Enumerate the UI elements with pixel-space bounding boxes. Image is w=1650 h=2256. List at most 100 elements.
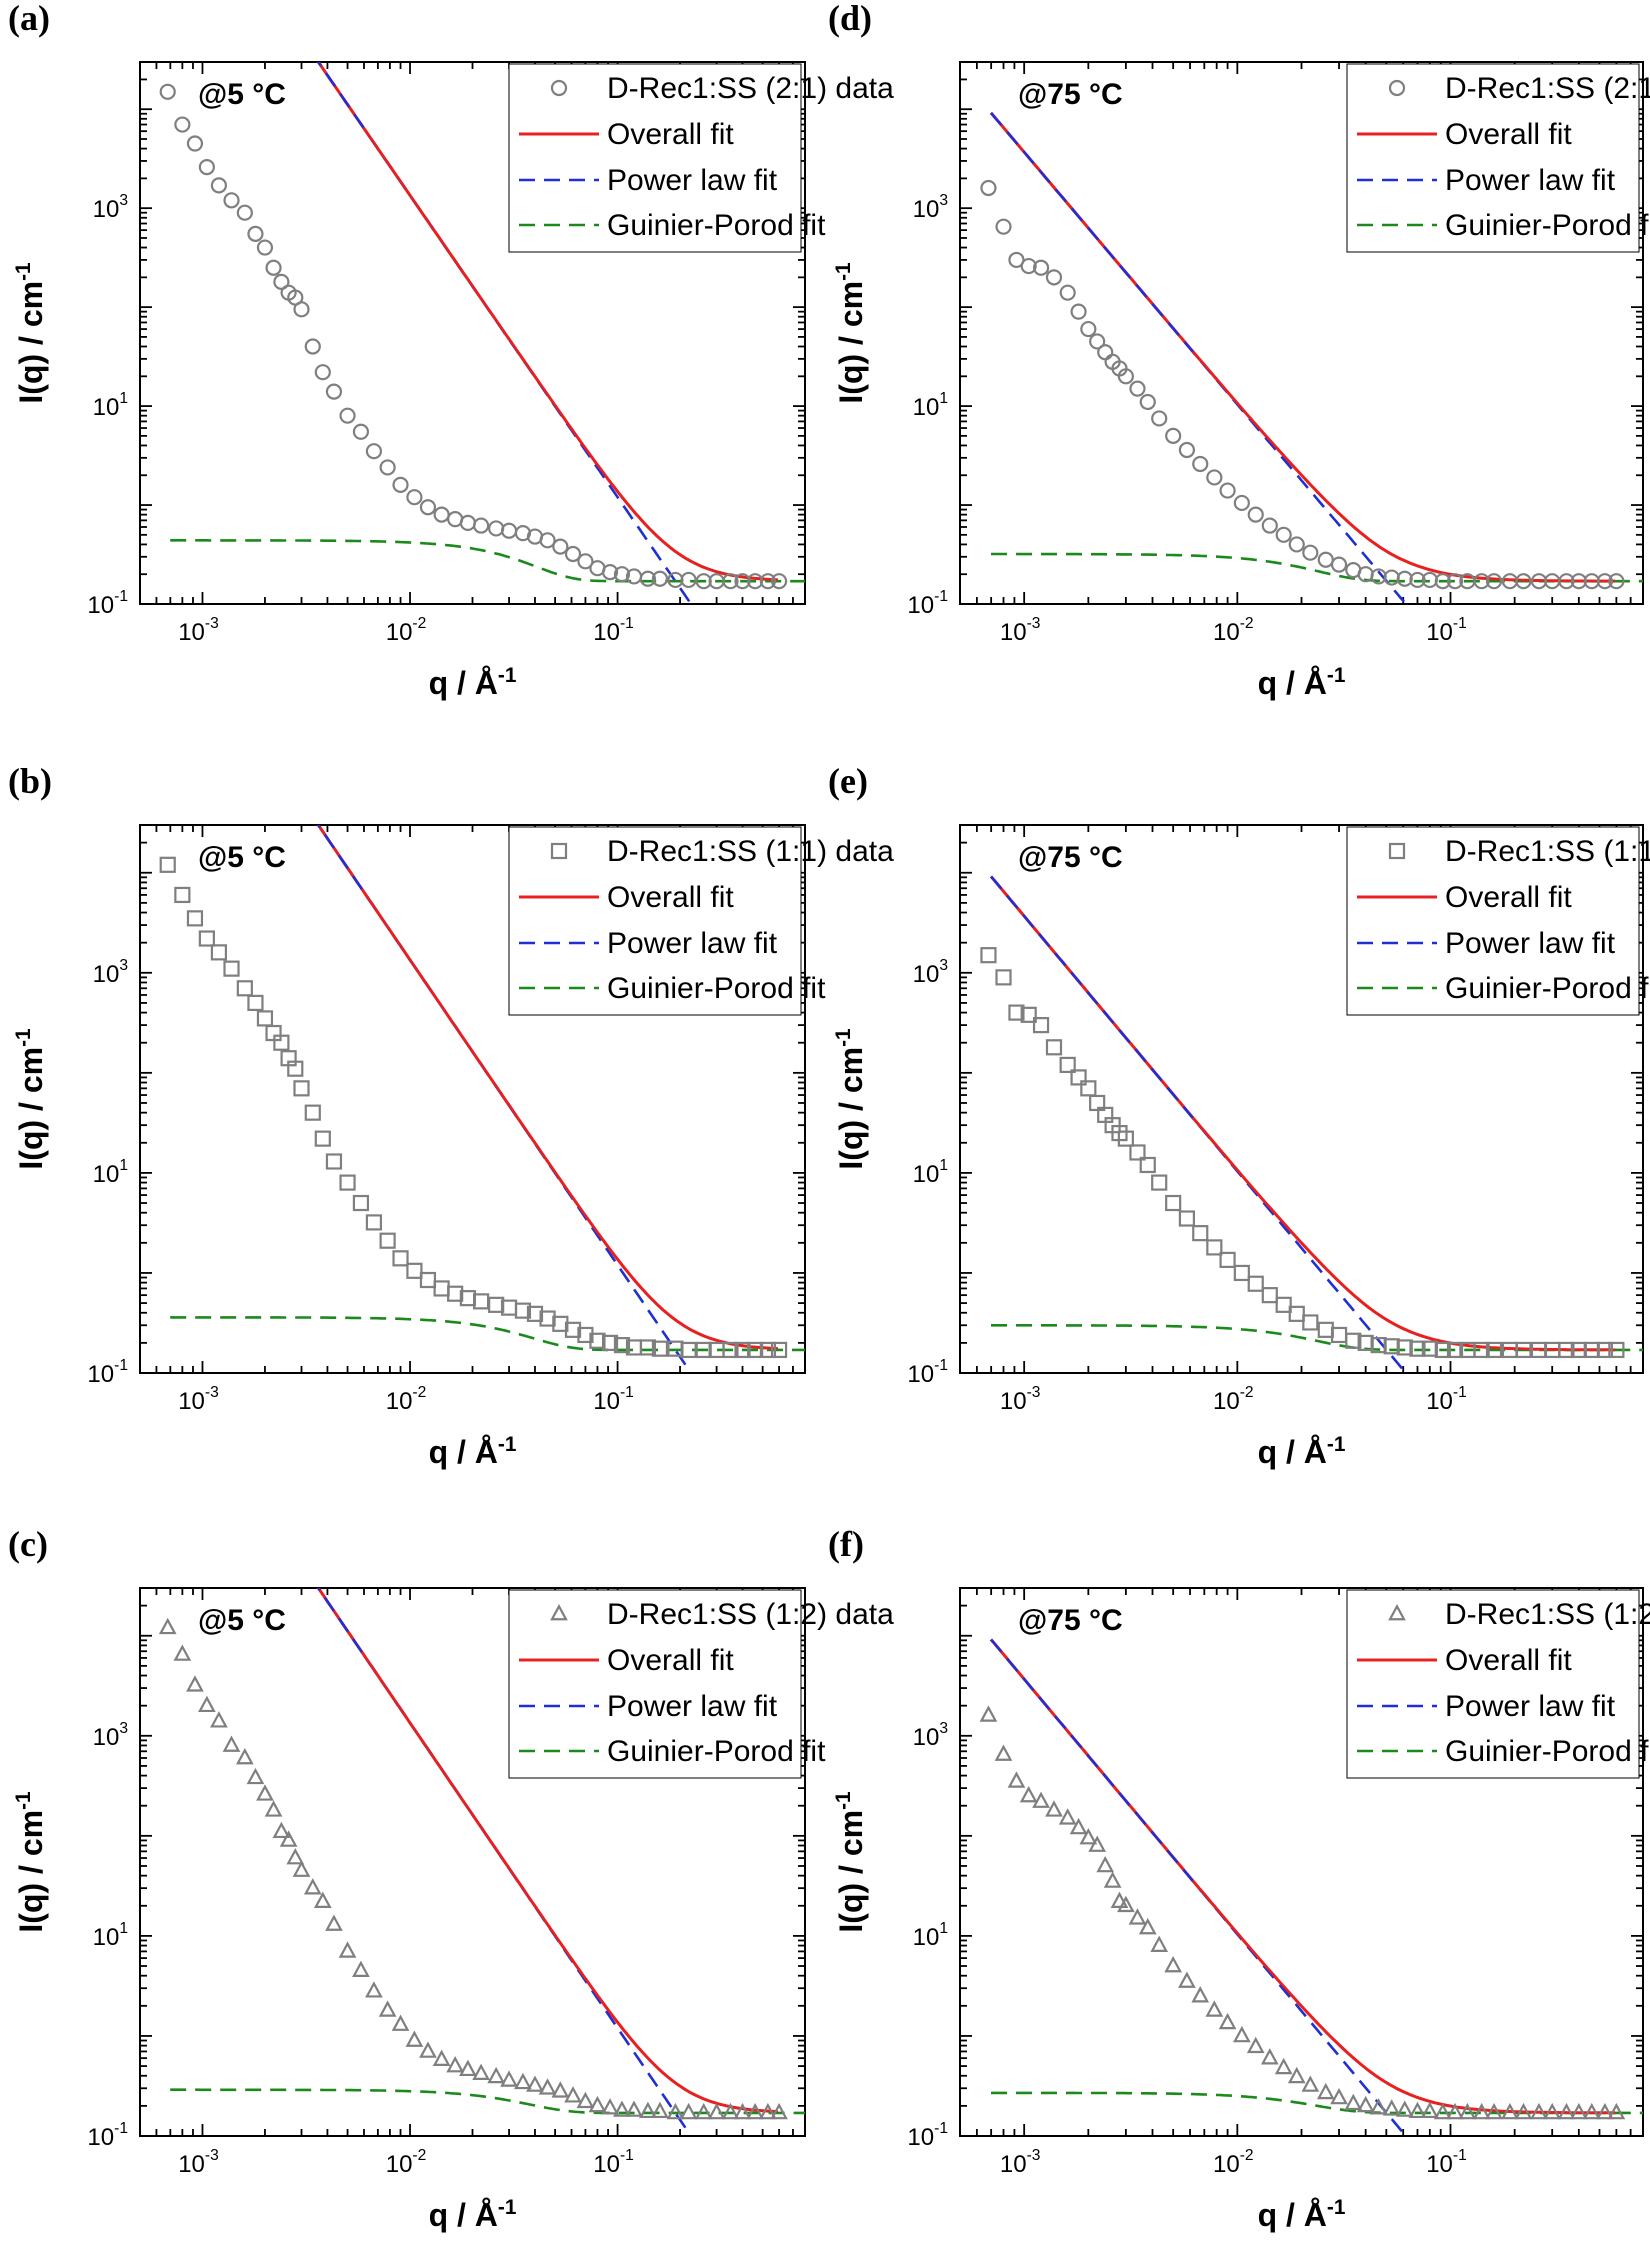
data-point bbox=[186, 135, 204, 152]
data-point bbox=[392, 476, 409, 493]
data-point bbox=[1582, 2102, 1601, 2120]
data-point bbox=[759, 2102, 777, 2120]
data-point bbox=[235, 1747, 254, 1765]
legend-label: Overall fit bbox=[1445, 118, 1572, 151]
data-point bbox=[1178, 1971, 1196, 1988]
legend-label: Overall fit bbox=[1445, 881, 1572, 914]
data-point bbox=[1434, 573, 1451, 590]
x-tick-label: 10-1 bbox=[593, 615, 634, 646]
data-point bbox=[488, 1296, 505, 1313]
legend-label: D-Rec1:SS (1:2) data bbox=[607, 1598, 894, 1631]
data-point bbox=[1485, 2102, 1503, 2120]
data-markers bbox=[159, 856, 788, 1359]
y-tick-label: 10-1 bbox=[907, 1357, 948, 1388]
data-point bbox=[446, 2056, 465, 2073]
data-point bbox=[1117, 368, 1134, 385]
data-point bbox=[339, 407, 356, 424]
data-point bbox=[159, 83, 176, 100]
data-point bbox=[433, 1280, 450, 1297]
y-tick-label: 101 bbox=[93, 1920, 128, 1951]
data-point bbox=[365, 1214, 383, 1231]
guinier-porod-fit-line bbox=[991, 2091, 1643, 2115]
axis-ticks bbox=[139, 1587, 806, 2137]
legend: D-Rec1:SS (2:1) data Overall fit Power law… bbox=[1346, 63, 1650, 253]
data-point bbox=[1059, 284, 1076, 301]
data-point bbox=[1117, 1130, 1134, 1147]
panel-label: (a) bbox=[8, 0, 50, 38]
temperature-label: @5 °C bbox=[198, 78, 286, 111]
data-point bbox=[759, 573, 776, 590]
legend-label: D-Rec1:SS (2:1) data bbox=[607, 72, 894, 105]
data-point bbox=[325, 1153, 343, 1170]
overall-fit-line-overlay bbox=[365, 1658, 778, 2113]
data-point bbox=[1369, 2098, 1388, 2115]
data-point bbox=[1515, 573, 1532, 590]
data-point bbox=[1070, 1069, 1087, 1086]
data-point bbox=[514, 1302, 532, 1319]
data-point bbox=[1275, 526, 1292, 543]
power-law-fit-line bbox=[990, 1638, 1405, 2135]
data-point bbox=[1558, 1341, 1575, 1359]
legend-data-marker bbox=[1388, 842, 1406, 860]
data-point bbox=[186, 1675, 204, 1692]
data-point bbox=[980, 947, 997, 964]
data-point bbox=[721, 2102, 740, 2120]
data-point bbox=[1330, 556, 1348, 573]
data-point bbox=[286, 1848, 305, 1865]
data-point bbox=[1345, 1332, 1362, 1349]
data-point bbox=[1395, 2100, 1414, 2117]
data-point bbox=[1596, 2102, 1614, 2120]
data-point bbox=[601, 564, 619, 581]
data-point bbox=[1446, 573, 1464, 590]
data-point bbox=[325, 1914, 343, 1931]
data-point bbox=[1206, 469, 1223, 486]
x-tick-label: 10-2 bbox=[1213, 1384, 1254, 1415]
legend-label: Power law fit bbox=[1445, 927, 1616, 960]
data-point bbox=[625, 2100, 643, 2117]
legend: D-Rec1:SS (1:2) data Overall fit Power law… bbox=[508, 1589, 894, 1779]
data-point bbox=[1129, 1144, 1146, 1161]
legend-label: Power law fit bbox=[607, 164, 778, 197]
legend: D-Rec1:SS (1:1) data Overall fit Power law… bbox=[508, 826, 894, 1016]
data-point bbox=[1420, 2101, 1439, 2119]
data-point bbox=[210, 1711, 228, 1728]
legend-label: Guinier-Porod fit bbox=[607, 209, 826, 242]
data-point bbox=[1219, 1251, 1236, 1269]
legend-label: Guinier-Porod fit bbox=[1445, 972, 1650, 1005]
data-point bbox=[198, 159, 215, 176]
data-point bbox=[707, 2102, 726, 2120]
data-point bbox=[472, 517, 490, 534]
data-point bbox=[304, 1104, 321, 1121]
data-point bbox=[722, 1341, 739, 1359]
legend-data-marker bbox=[550, 842, 568, 860]
y-tick-label: 103 bbox=[913, 1720, 948, 1751]
data-point bbox=[365, 443, 383, 460]
data-point bbox=[500, 522, 518, 539]
data-point bbox=[1139, 1156, 1156, 1174]
data-point bbox=[564, 2086, 582, 2103]
data-point bbox=[552, 538, 569, 555]
data-point bbox=[223, 192, 240, 209]
data-point bbox=[601, 2098, 619, 2115]
y-axis-title: I(q) / cm-1 bbox=[12, 1791, 49, 1932]
data-point bbox=[539, 532, 556, 549]
data-point bbox=[419, 1271, 437, 1289]
x-tick-label: 10-2 bbox=[386, 615, 427, 646]
data-point bbox=[500, 2070, 518, 2087]
data-point bbox=[1473, 1341, 1490, 1359]
data-point bbox=[1433, 2102, 1452, 2120]
data-point bbox=[1472, 2102, 1491, 2120]
y-tick-label: 103 bbox=[93, 957, 128, 988]
data-point bbox=[1514, 2102, 1533, 2120]
chart-panel-a: (a) 10-3 10-2 10-1 10-1 101 103 q / Å-1 I(q) / c… bbox=[8, 0, 894, 701]
data-point bbox=[1151, 1174, 1168, 1191]
data-point bbox=[1396, 570, 1413, 587]
data-point bbox=[210, 177, 228, 194]
data-point bbox=[1287, 2066, 1306, 2084]
axis-ticks bbox=[959, 1587, 1644, 2137]
data-point bbox=[1070, 303, 1087, 320]
data-point bbox=[695, 573, 712, 590]
y-axis-title: I(q) / cm-1 bbox=[832, 1028, 869, 1169]
temperature-label: @5 °C bbox=[198, 841, 286, 874]
data-point bbox=[666, 2102, 685, 2120]
